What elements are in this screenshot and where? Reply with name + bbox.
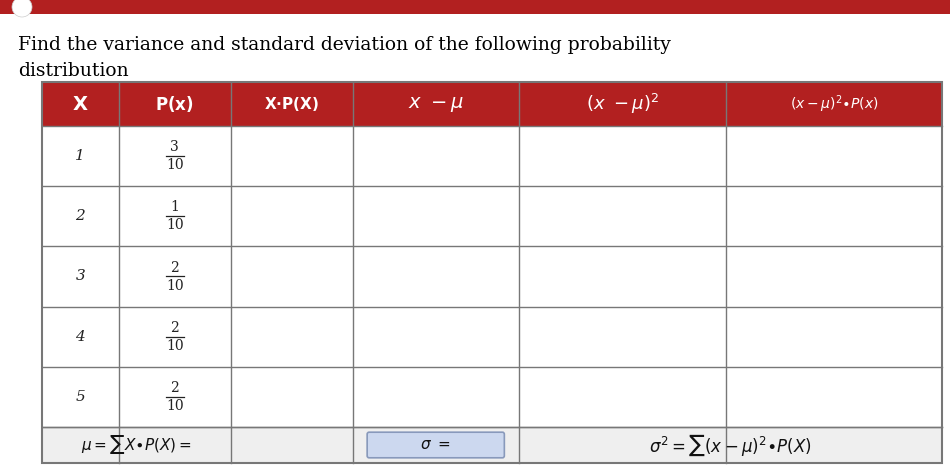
Bar [42, 186, 942, 246]
Bar [42, 367, 942, 427]
Text: $(x-\mu)^2{\bullet}P(x)$: $(x-\mu)^2{\bullet}P(x)$ [789, 93, 878, 115]
Text: $x\ -\mu$: $x\ -\mu$ [408, 95, 464, 114]
Text: 5: 5 [75, 390, 86, 404]
Text: 10: 10 [166, 339, 183, 353]
Bar [42, 82, 942, 126]
Text: 2: 2 [170, 321, 180, 335]
Bar [42, 246, 942, 307]
Text: Find the variance and standard deviation of the following probability: Find the variance and standard deviation… [18, 36, 671, 54]
Text: $\mu = \sum X{\bullet}P(X) =$: $\mu = \sum X{\bullet}P(X) =$ [81, 433, 192, 456]
FancyBboxPatch shape [367, 432, 504, 458]
Text: 10: 10 [166, 219, 183, 232]
Text: 1: 1 [75, 149, 86, 163]
Bar [42, 307, 942, 367]
Text: $(x\ -\mu)^2$: $(x\ -\mu)^2$ [586, 92, 659, 116]
Text: 2: 2 [170, 381, 180, 395]
Text: 3: 3 [170, 140, 180, 154]
Text: distribution: distribution [18, 62, 128, 80]
Text: 1: 1 [170, 200, 180, 214]
Text: $\sigma^2 = \sum(x-\mu)^2{\bullet}P(X)$: $\sigma^2 = \sum(x-\mu)^2{\bullet}P(X)$ [649, 432, 812, 458]
Bar [0, 0, 950, 14]
Text: 4: 4 [75, 330, 86, 344]
Bar [42, 427, 942, 463]
Text: $\mathbf{P(x)}$: $\mathbf{P(x)}$ [156, 94, 194, 114]
Text: 10: 10 [166, 399, 183, 413]
Bar [42, 82, 942, 463]
Text: $\mathbf{X{\bullet}P(X)}$: $\mathbf{X{\bullet}P(X)}$ [264, 95, 319, 113]
Text: 2: 2 [170, 261, 180, 274]
Circle shape [12, 0, 32, 17]
Text: 2: 2 [75, 209, 86, 223]
Bar [42, 126, 942, 186]
Text: $\mathbf{X}$: $\mathbf{X}$ [72, 95, 88, 114]
Text: 10: 10 [166, 279, 183, 292]
Text: 3: 3 [75, 270, 86, 283]
Text: 10: 10 [166, 158, 183, 172]
Text: $\sigma\ =$: $\sigma\ =$ [421, 438, 451, 452]
